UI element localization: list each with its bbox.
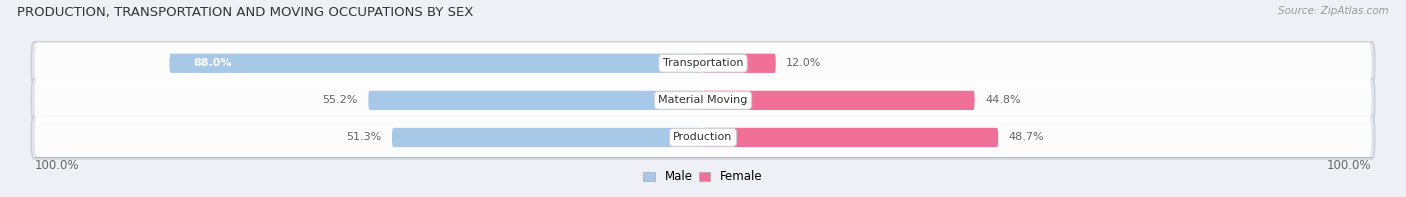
FancyBboxPatch shape	[31, 79, 1375, 122]
Text: 44.8%: 44.8%	[986, 95, 1021, 105]
Text: Production: Production	[673, 132, 733, 142]
FancyBboxPatch shape	[703, 91, 974, 110]
Text: 55.2%: 55.2%	[322, 95, 359, 105]
FancyBboxPatch shape	[703, 54, 776, 73]
FancyBboxPatch shape	[31, 42, 1375, 85]
FancyBboxPatch shape	[35, 80, 1371, 121]
Text: Material Moving: Material Moving	[658, 95, 748, 105]
Text: 88.0%: 88.0%	[194, 58, 232, 68]
Text: PRODUCTION, TRANSPORTATION AND MOVING OCCUPATIONS BY SEX: PRODUCTION, TRANSPORTATION AND MOVING OC…	[17, 6, 474, 19]
Text: 12.0%: 12.0%	[786, 58, 821, 68]
Legend: Male, Female: Male, Female	[644, 170, 762, 183]
FancyBboxPatch shape	[35, 117, 1371, 158]
FancyBboxPatch shape	[368, 91, 703, 110]
Text: 100.0%: 100.0%	[1327, 159, 1371, 172]
Text: 51.3%: 51.3%	[346, 132, 381, 142]
Text: Transportation: Transportation	[662, 58, 744, 68]
Text: 100.0%: 100.0%	[35, 159, 79, 172]
FancyBboxPatch shape	[35, 43, 1371, 84]
FancyBboxPatch shape	[31, 116, 1375, 159]
FancyBboxPatch shape	[392, 128, 703, 147]
FancyBboxPatch shape	[703, 128, 998, 147]
FancyBboxPatch shape	[170, 54, 703, 73]
Text: Source: ZipAtlas.com: Source: ZipAtlas.com	[1278, 6, 1389, 16]
Text: 48.7%: 48.7%	[1008, 132, 1045, 142]
